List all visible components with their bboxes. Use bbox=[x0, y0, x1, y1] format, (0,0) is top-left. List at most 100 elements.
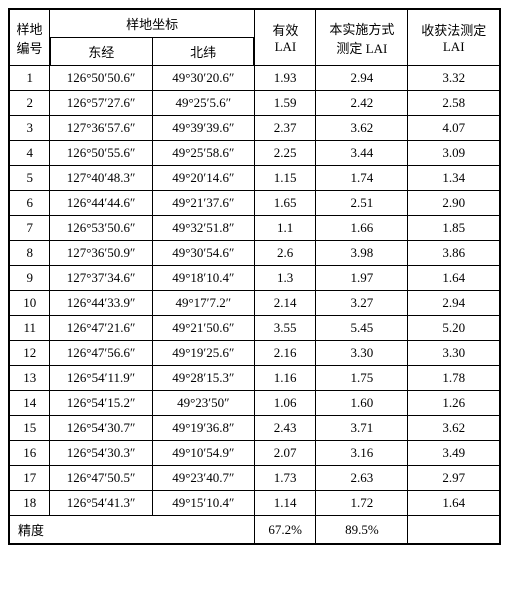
cell-north: 49°21′37.6″ bbox=[152, 191, 254, 216]
cell-lai1: 2.43 bbox=[254, 416, 315, 441]
cell-lai2: 3.44 bbox=[316, 141, 408, 166]
table-row: 8127°36′50.9″49°30′54.6″2.63.983.86 bbox=[9, 241, 500, 266]
cell-north: 49°25′5.6″ bbox=[152, 91, 254, 116]
header-plot-id-line1: 样地 bbox=[12, 19, 47, 38]
cell-lai1: 2.25 bbox=[254, 141, 315, 166]
cell-east: 126°53′50.6″ bbox=[50, 216, 152, 241]
cell-east: 126°54′15.2″ bbox=[50, 391, 152, 416]
cell-north: 49°15′10.4″ bbox=[152, 491, 254, 516]
cell-id: 12 bbox=[9, 341, 50, 366]
cell-lai3: 2.97 bbox=[408, 466, 500, 491]
cell-east: 126°50′55.6″ bbox=[50, 141, 152, 166]
cell-lai1: 1.65 bbox=[254, 191, 315, 216]
table-row: 4126°50′55.6″49°25′58.6″2.253.443.09 bbox=[9, 141, 500, 166]
table-row: 11126°47′21.6″49°21′50.6″3.555.455.20 bbox=[9, 316, 500, 341]
cell-id: 13 bbox=[9, 366, 50, 391]
cell-lai1: 1.06 bbox=[254, 391, 315, 416]
cell-lai1: 1.3 bbox=[254, 266, 315, 291]
cell-id: 2 bbox=[9, 91, 50, 116]
table-row: 12126°47′56.6″49°19′25.6″2.163.303.30 bbox=[9, 341, 500, 366]
cell-north: 49°20′14.6″ bbox=[152, 166, 254, 191]
cell-east: 127°37′34.6″ bbox=[50, 266, 152, 291]
cell-lai2: 3.62 bbox=[316, 116, 408, 141]
cell-north: 49°28′15.3″ bbox=[152, 366, 254, 391]
table-row: 5127°40′48.3″49°20′14.6″1.151.741.34 bbox=[9, 166, 500, 191]
cell-lai1: 1.1 bbox=[254, 216, 315, 241]
cell-id: 10 bbox=[9, 291, 50, 316]
cell-lai2: 3.71 bbox=[316, 416, 408, 441]
cell-lai3: 1.78 bbox=[408, 366, 500, 391]
cell-lai1: 3.55 bbox=[254, 316, 315, 341]
cell-lai3: 3.09 bbox=[408, 141, 500, 166]
cell-north: 49°19′36.8″ bbox=[152, 416, 254, 441]
cell-id: 8 bbox=[9, 241, 50, 266]
cell-lai3: 3.49 bbox=[408, 441, 500, 466]
table-row: 6126°44′44.6″49°21′37.6″1.652.512.90 bbox=[9, 191, 500, 216]
table-row: 15126°54′30.7″49°19′36.8″2.433.713.62 bbox=[9, 416, 500, 441]
header-east: 东经 bbox=[50, 38, 152, 66]
cell-id: 1 bbox=[9, 66, 50, 91]
cell-lai3: 1.34 bbox=[408, 166, 500, 191]
table-row: 2126°57′27.6″49°25′5.6″1.592.422.58 bbox=[9, 91, 500, 116]
cell-north: 49°30′20.6″ bbox=[152, 66, 254, 91]
footer-row: 精度 67.2% 89.5% bbox=[9, 516, 500, 545]
cell-east: 126°57′27.6″ bbox=[50, 91, 152, 116]
cell-lai2: 2.51 bbox=[316, 191, 408, 216]
header-method-line1: 本实施方式 bbox=[318, 19, 405, 38]
cell-lai3: 5.20 bbox=[408, 316, 500, 341]
cell-east: 126°47′50.5″ bbox=[50, 466, 152, 491]
table-row: 7126°53′50.6″49°32′51.8″1.11.661.85 bbox=[9, 216, 500, 241]
footer-label: 精度 bbox=[9, 516, 254, 545]
footer-accuracy-2: 89.5% bbox=[316, 516, 408, 545]
table-row: 1126°50′50.6″49°30′20.6″1.932.943.32 bbox=[9, 66, 500, 91]
header-row-1: 样地 编号 样地坐标 有效 LAI 本实施方式 测定 LAI 收获法测定 LAI bbox=[9, 9, 500, 38]
header-coords: 样地坐标 bbox=[50, 9, 255, 38]
cell-lai2: 2.94 bbox=[316, 66, 408, 91]
footer-empty bbox=[408, 516, 500, 545]
header-effective-line2: LAI bbox=[257, 39, 313, 55]
cell-lai1: 2.07 bbox=[254, 441, 315, 466]
cell-lai2: 3.98 bbox=[316, 241, 408, 266]
cell-north: 49°21′50.6″ bbox=[152, 316, 254, 341]
cell-lai3: 2.58 bbox=[408, 91, 500, 116]
cell-lai2: 2.63 bbox=[316, 466, 408, 491]
cell-id: 7 bbox=[9, 216, 50, 241]
cell-north: 49°30′54.6″ bbox=[152, 241, 254, 266]
lai-data-table: 样地 编号 样地坐标 有效 LAI 本实施方式 测定 LAI 收获法测定 LAI… bbox=[8, 8, 501, 545]
table-row: 16126°54′30.3″49°10′54.9″2.073.163.49 bbox=[9, 441, 500, 466]
cell-east: 127°36′50.9″ bbox=[50, 241, 152, 266]
header-harvest-line1: 收获法测定 bbox=[410, 20, 497, 39]
cell-north: 49°18′10.4″ bbox=[152, 266, 254, 291]
table-row: 13126°54′11.9″49°28′15.3″1.161.751.78 bbox=[9, 366, 500, 391]
header-method-line2: 测定 LAI bbox=[318, 38, 405, 57]
header-north: 北纬 bbox=[152, 38, 254, 66]
cell-east: 127°36′57.6″ bbox=[50, 116, 152, 141]
table-body: 1126°50′50.6″49°30′20.6″1.932.943.322126… bbox=[9, 66, 500, 516]
cell-north: 49°32′51.8″ bbox=[152, 216, 254, 241]
cell-id: 14 bbox=[9, 391, 50, 416]
cell-lai2: 3.30 bbox=[316, 341, 408, 366]
cell-id: 16 bbox=[9, 441, 50, 466]
cell-id: 9 bbox=[9, 266, 50, 291]
cell-id: 11 bbox=[9, 316, 50, 341]
cell-east: 126°50′50.6″ bbox=[50, 66, 152, 91]
cell-lai1: 2.6 bbox=[254, 241, 315, 266]
cell-lai1: 2.16 bbox=[254, 341, 315, 366]
cell-lai2: 1.97 bbox=[316, 266, 408, 291]
cell-lai2: 1.72 bbox=[316, 491, 408, 516]
table-row: 10126°44′33.9″49°17′7.2″2.143.272.94 bbox=[9, 291, 500, 316]
cell-north: 49°25′58.6″ bbox=[152, 141, 254, 166]
cell-lai2: 1.75 bbox=[316, 366, 408, 391]
cell-lai3: 3.30 bbox=[408, 341, 500, 366]
cell-lai2: 2.42 bbox=[316, 91, 408, 116]
cell-lai3: 1.64 bbox=[408, 491, 500, 516]
cell-lai1: 1.93 bbox=[254, 66, 315, 91]
header-effective-line1: 有效 bbox=[257, 20, 313, 39]
table-row: 3127°36′57.6″49°39′39.6″2.373.624.07 bbox=[9, 116, 500, 141]
cell-lai3: 3.32 bbox=[408, 66, 500, 91]
cell-north: 49°39′39.6″ bbox=[152, 116, 254, 141]
cell-north: 49°23′40.7″ bbox=[152, 466, 254, 491]
cell-lai3: 1.85 bbox=[408, 216, 500, 241]
cell-east: 126°47′56.6″ bbox=[50, 341, 152, 366]
cell-lai3: 4.07 bbox=[408, 116, 500, 141]
